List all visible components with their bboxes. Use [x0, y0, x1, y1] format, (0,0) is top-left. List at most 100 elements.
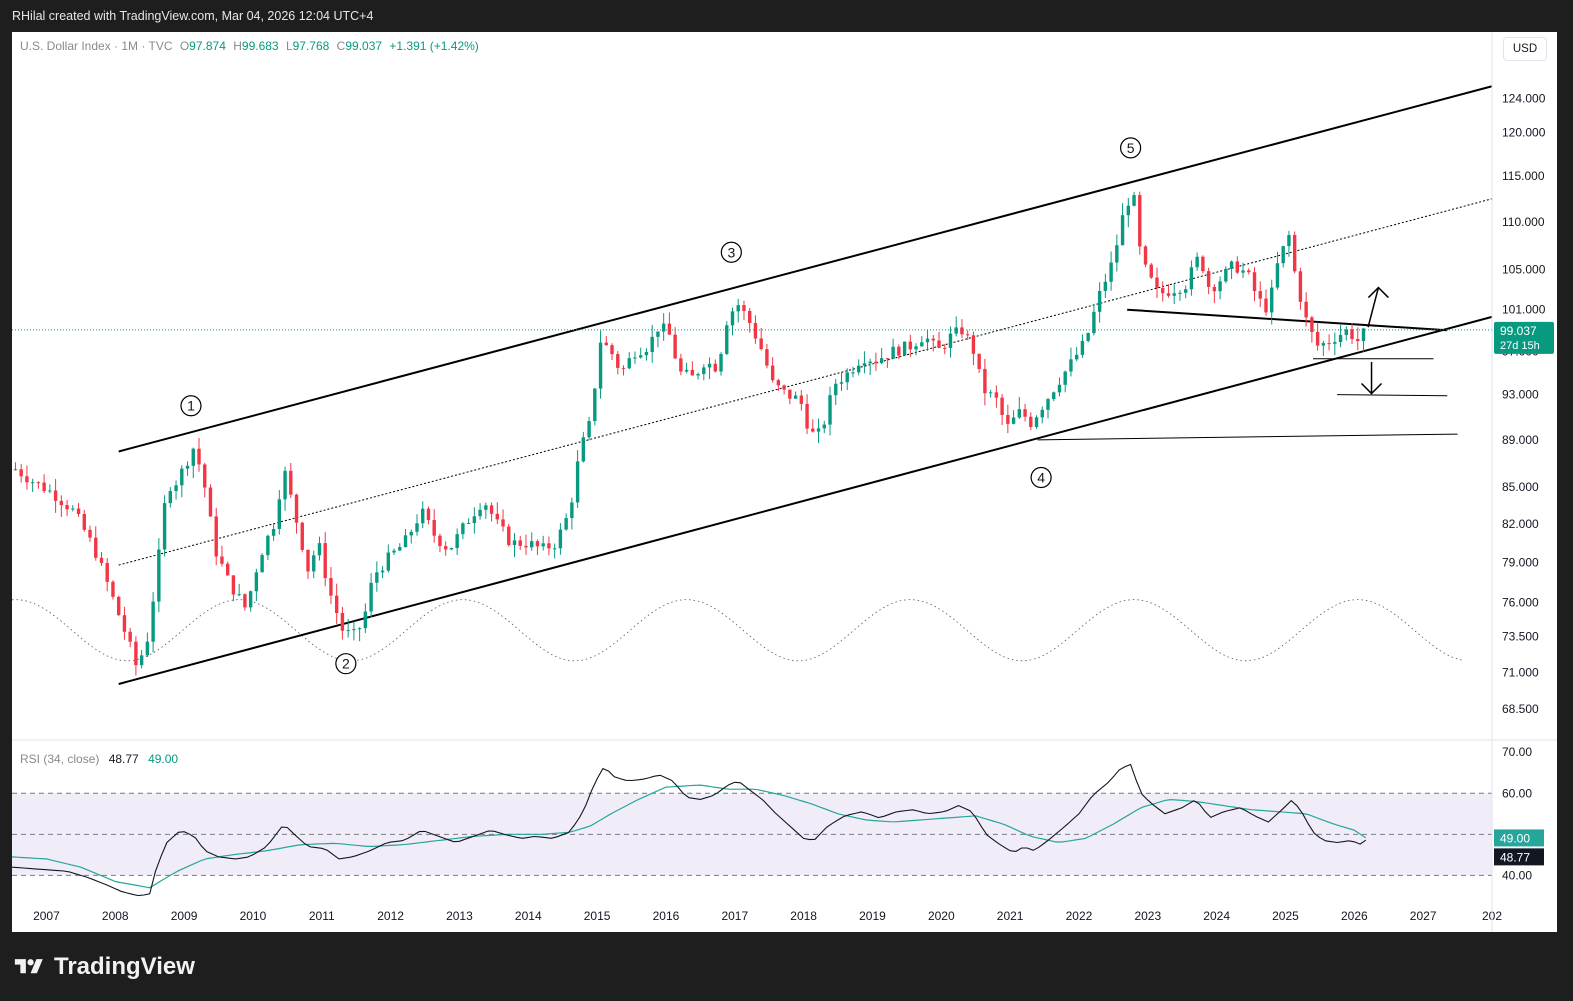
candle-body [1281, 246, 1285, 264]
candle-body [398, 547, 402, 551]
price-axis-label: 124.000 [1502, 92, 1546, 106]
brand-footer: TradingView [12, 950, 195, 984]
candle-body [1292, 235, 1297, 272]
candle-body [248, 591, 253, 608]
candle-body [334, 595, 339, 614]
candle-body [639, 355, 643, 358]
time-axis-label: 2020 [928, 909, 955, 923]
candle-body [1011, 417, 1016, 424]
candle-body [610, 345, 614, 355]
candle-body [719, 353, 723, 372]
candle-body [960, 327, 964, 335]
rsi-line [12, 763, 1367, 897]
support-line-89 [1037, 433, 1458, 441]
candle-body [552, 548, 557, 550]
channel-upper-line [118, 85, 1493, 453]
tradingview-logo-icon [14, 959, 43, 974]
candle-body [495, 513, 500, 520]
candle-body [1224, 268, 1228, 282]
candle-body [616, 354, 620, 368]
price-axis-label: 89.000 [1502, 433, 1539, 447]
candle-body [598, 342, 603, 389]
candle-body [788, 389, 792, 399]
candle-body [243, 594, 247, 608]
time-axis-label: 2022 [1066, 909, 1093, 923]
candle-body [1063, 371, 1067, 385]
candle-body [679, 358, 683, 372]
candle-body [277, 499, 282, 529]
candle-body [421, 508, 425, 524]
time-axis-label: 2008 [102, 909, 129, 923]
candle-body [294, 494, 299, 523]
candle-body [902, 341, 907, 356]
candle-body [593, 388, 597, 422]
candle-body [1086, 333, 1090, 341]
candle-body [1006, 414, 1010, 424]
chart-panel[interactable]: 124.000 120.000 115.000 110.000 105.000 101.0… [12, 32, 1557, 932]
price-axis-label: 101.000 [1502, 303, 1546, 317]
candle-body [753, 322, 758, 339]
candle-body [1275, 263, 1280, 288]
candle-body [891, 346, 895, 359]
candle-body [1052, 392, 1056, 400]
candle-body [541, 543, 545, 547]
candle-body [862, 363, 867, 366]
candle-body [225, 563, 230, 576]
candle-body [220, 556, 224, 564]
price-tag-value: 99.037 [1500, 324, 1537, 338]
candle-body [730, 311, 735, 326]
candle-body [673, 334, 677, 359]
candle-body [1361, 328, 1366, 342]
chart-canvas[interactable]: 124.000 120.000 115.000 110.000 105.000 101.0… [12, 32, 1557, 932]
candle-body [684, 369, 689, 372]
candle-body [443, 546, 448, 550]
candle-body [438, 535, 442, 547]
candle-body [409, 531, 413, 536]
candle-body [289, 470, 293, 495]
candle-body [317, 543, 322, 556]
candle-body [346, 630, 350, 632]
candle-body [1321, 343, 1326, 346]
candle-body [197, 448, 201, 465]
candle-body [300, 522, 304, 550]
candle-body [145, 641, 150, 656]
rsi-legend: RSI (34, close) 48.77 49.00 [20, 752, 178, 766]
candle-body [770, 365, 775, 381]
candle-body [203, 464, 207, 488]
candle-body [1023, 409, 1027, 417]
candle-body [1356, 338, 1360, 342]
candle-body [1132, 195, 1136, 206]
candle-body [13, 469, 18, 471]
candle-body [696, 374, 700, 376]
candle-body [1120, 215, 1125, 246]
candle-body [621, 367, 626, 369]
candle-body [1304, 301, 1308, 318]
candle-body [885, 358, 890, 360]
candle-body [312, 555, 316, 572]
candle-body [1172, 293, 1176, 296]
candle-body [954, 327, 958, 334]
rsi-label[interactable]: RSI (34, close) [20, 752, 100, 766]
candle-body [139, 655, 144, 666]
candle-body [1103, 281, 1108, 291]
candle-body [707, 363, 712, 368]
candle-body [948, 333, 953, 348]
candle-body [1034, 417, 1039, 427]
candle-body [369, 582, 373, 612]
candle-body [128, 631, 132, 642]
close-value: 99.037 [345, 39, 383, 53]
candle-body [971, 335, 976, 354]
price-axis-label: 73.500 [1502, 630, 1539, 644]
price-tag-countdown: 27d 15h [1500, 340, 1540, 352]
symbol-name[interactable]: U.S. Dollar Index · 1M · TVC [20, 39, 173, 53]
time-axis-label: 2014 [515, 909, 542, 923]
currency-button[interactable]: USD [1503, 37, 1547, 61]
candle-body [702, 367, 706, 375]
candle-body [564, 518, 568, 530]
candle-body [943, 347, 947, 349]
candle-body [1218, 281, 1222, 292]
candle-body [931, 338, 935, 341]
candle-body [283, 470, 287, 500]
candle-body [1338, 334, 1343, 343]
time-axis-label: 2027 [1410, 909, 1437, 923]
